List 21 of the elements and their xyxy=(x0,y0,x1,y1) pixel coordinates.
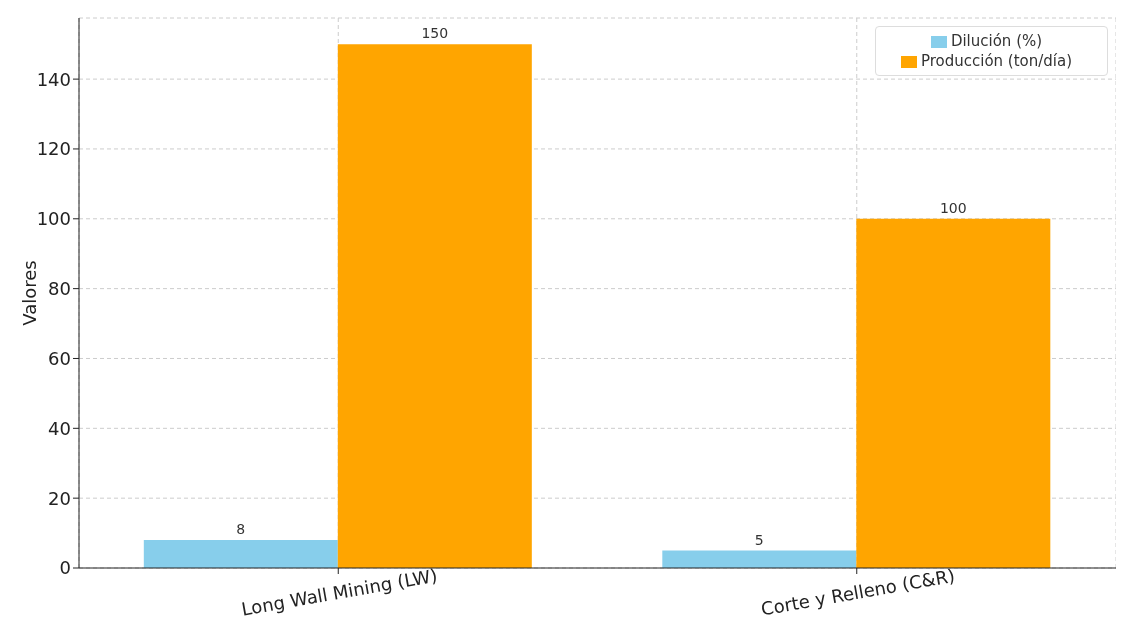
bar xyxy=(662,550,857,568)
bar xyxy=(143,540,338,568)
y-tick-label: 100 xyxy=(36,208,71,230)
x-tick-label: Corte y Relleno (C&R) xyxy=(759,564,957,620)
legend-label: Dilución (%) xyxy=(950,32,1043,50)
x-tick-label: Long Wall Mining (LW) xyxy=(239,564,439,620)
bar xyxy=(337,44,532,568)
y-axis-title: Valores xyxy=(19,260,41,326)
legend-label: Producción (ton/día) xyxy=(920,52,1073,70)
y-tick-label: 120 xyxy=(36,138,71,160)
data-label: 150 xyxy=(421,25,449,42)
y-tick-label: 0 xyxy=(59,557,71,579)
y-tick-label: 20 xyxy=(48,487,71,509)
data-label: 8 xyxy=(236,521,246,538)
y-tick-label: 140 xyxy=(36,68,71,90)
y-tick-label: 40 xyxy=(48,417,71,439)
data-label: 100 xyxy=(939,199,967,216)
data-label: 5 xyxy=(754,531,764,548)
y-tick-label: 60 xyxy=(48,347,71,369)
y-tick-label: 80 xyxy=(48,278,71,300)
bar xyxy=(856,218,1051,568)
